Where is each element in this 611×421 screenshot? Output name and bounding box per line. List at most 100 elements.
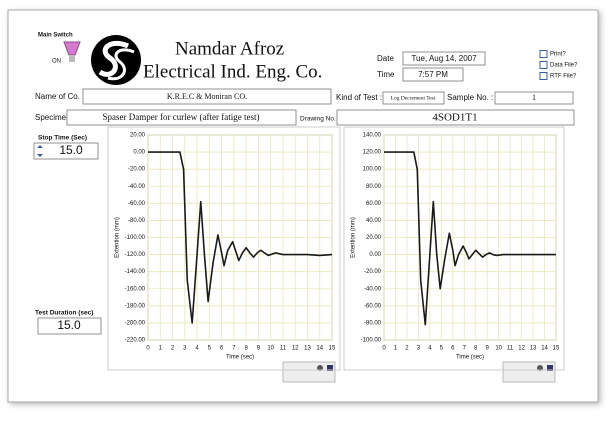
field-box [82, 88, 332, 105]
time-label: Time [377, 70, 395, 79]
x-tick-label: 13 [530, 346, 537, 352]
y-tick-label: -160.00 [125, 286, 146, 292]
x-tick-label: 9 [486, 346, 490, 352]
x-tick-label: 2 [171, 346, 175, 352]
switch-state: ON [52, 59, 61, 65]
y-tick-label: 80.00 [366, 184, 382, 190]
logo [91, 35, 141, 85]
y-tick-label: -100.00 [125, 235, 146, 241]
y-tick-label: -180.00 [125, 303, 146, 309]
chart-frame [343, 126, 565, 371]
x-tick-label: 8 [244, 346, 248, 352]
x-tick-label: 7 [232, 346, 236, 352]
field-label: Name of Co. : [35, 92, 84, 101]
field-label: Drawing No. [300, 116, 336, 123]
y-tick-label: 40.00 [366, 218, 382, 224]
x-tick-label: 0 [382, 346, 386, 352]
field-label: Stop Time (Sec) [38, 135, 87, 142]
y-tick-label: 60.00 [366, 201, 382, 207]
company-line2: Electrical Ind. Eng. Co. [143, 61, 322, 82]
x-tick-label: 8 [474, 346, 478, 352]
field-value: 1 [532, 93, 536, 102]
x-tick-label: 10 [495, 346, 502, 352]
checkbox-label: RTF File? [550, 74, 577, 80]
x-tick-label: 11 [507, 346, 514, 352]
x-tick-label: 2 [405, 346, 409, 352]
x-tick-label: 1 [159, 346, 163, 352]
field-value: 15.0 [59, 143, 83, 157]
y-axis-label: Extention (mm) [115, 217, 121, 258]
field-box [336, 109, 575, 126]
field-value: K.R.E.C & Moniran CO. [167, 92, 247, 101]
x-tick-label: 0 [146, 346, 150, 352]
y-tick-label: -20.00 [128, 167, 146, 173]
x-tick-label: 3 [417, 346, 421, 352]
y-tick-label: -100.00 [361, 338, 382, 344]
x-tick-label: 15 [553, 346, 560, 352]
y-tick-label: -20.00 [364, 269, 382, 275]
y-tick-label: 0.00 [133, 150, 145, 156]
x-tick-label: 3 [183, 346, 187, 352]
x-axis-label: Time (sec) [226, 355, 254, 361]
y-tick-label: 140.00 [363, 133, 382, 139]
field-box [494, 91, 574, 105]
y-tick-label: 20.00 [366, 235, 382, 241]
data-line [148, 151, 333, 324]
y-axis-label: Extention (mm) [351, 217, 357, 258]
x-tick-label: 11 [280, 346, 287, 352]
y-tick-label: 100.00 [363, 167, 382, 173]
y-tick-label: 120.00 [363, 150, 382, 156]
field-value: Log Decrement Test [391, 95, 436, 101]
y-tick-label: -60.00 [128, 201, 146, 207]
date-value: Tue, Aug 14, 2007 [411, 54, 477, 63]
time-value: 7:57 PM [418, 70, 448, 79]
field-value: Spaser Damper for curlew (after fatige t… [103, 112, 260, 122]
x-tick-label: 14 [316, 346, 323, 352]
y-tick-label: -140.00 [125, 269, 146, 275]
y-tick-label: -40.00 [364, 286, 382, 292]
x-tick-label: 13 [304, 346, 311, 352]
x-tick-label: 7 [463, 346, 467, 352]
y-tick-label: 0.00 [369, 252, 381, 258]
checkbox[interactable] [539, 50, 548, 58]
x-tick-label: 6 [220, 346, 224, 352]
field-value: 15.0 [57, 318, 81, 332]
y-tick-label: -60.00 [364, 303, 382, 309]
y-tick-label: -80.00 [364, 320, 382, 326]
x-tick-label: 4 [428, 346, 432, 352]
y-tick-label: -120.00 [125, 252, 146, 258]
field-value: 4SOD1T1 [432, 112, 477, 124]
x-tick-label: 5 [208, 346, 212, 352]
checkbox-label: Data File? [550, 63, 578, 69]
x-tick-label: 5 [440, 346, 444, 352]
field-label: Specimen: [35, 113, 73, 122]
toolbar[interactable] [282, 361, 336, 383]
spinner[interactable] [33, 142, 99, 160]
x-tick-label: 6 [451, 346, 455, 352]
field-label: Test Duration (sec) [35, 310, 93, 317]
y-tick-label: 20.00 [130, 133, 146, 139]
toolbar[interactable] [502, 361, 556, 383]
field-box [382, 91, 445, 105]
date-label: Date [377, 54, 394, 63]
x-tick-label: 12 [292, 346, 299, 352]
x-tick-label: 4 [195, 346, 199, 352]
spinner-arrows[interactable] [37, 145, 43, 157]
date-box [402, 51, 486, 66]
company-name: Namdar Afroz [175, 38, 284, 59]
y-tick-label: -80.00 [128, 218, 146, 224]
checkbox[interactable] [539, 61, 548, 69]
field-box [37, 317, 102, 335]
checkbox-label: Print? [550, 52, 566, 58]
y-tick-label: -200.00 [125, 320, 146, 326]
x-axis-label: Time (sec) [456, 355, 484, 361]
x-tick-label: 9 [257, 346, 261, 352]
checkbox[interactable] [539, 72, 548, 80]
y-tick-label: -40.00 [128, 184, 146, 190]
x-tick-label: 14 [541, 346, 548, 352]
switch-label: Main Switch [38, 33, 73, 39]
chart-frame [107, 126, 341, 371]
x-tick-label: 10 [267, 346, 274, 352]
